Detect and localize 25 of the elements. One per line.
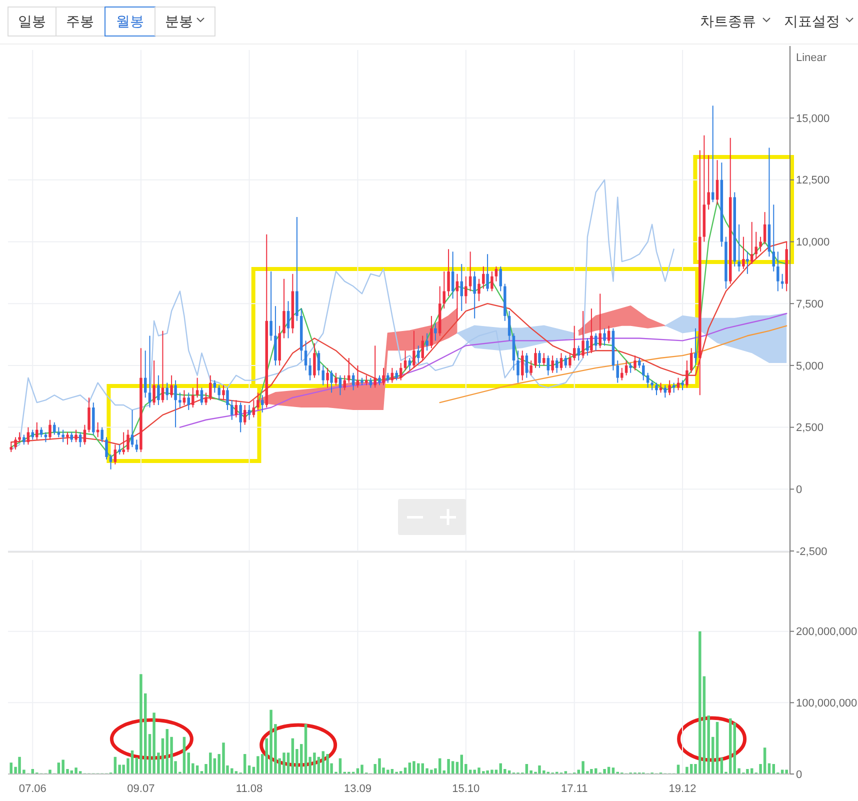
y-tick-label: 5,000 xyxy=(796,360,824,372)
x-tick-label: 11.08 xyxy=(236,783,263,795)
x-tick-label: 07.06 xyxy=(18,783,46,795)
text: 차트종류 xyxy=(700,13,756,29)
y-tick-label: 100,000,000 xyxy=(796,698,858,710)
y-tick-label: 2,500 xyxy=(796,422,824,434)
text: 월봉 xyxy=(116,13,144,29)
text: Linear xyxy=(796,52,827,64)
text: 주봉 xyxy=(66,13,94,29)
text: 지표설정 xyxy=(784,13,840,29)
x-tick-label: 19.12 xyxy=(668,783,696,795)
y-tick-label: -2,500 xyxy=(796,546,828,558)
y-tick-label: 0 xyxy=(796,768,802,781)
x-tick-label: 15.10 xyxy=(452,783,480,795)
y-tick-label: 12,500 xyxy=(796,174,830,187)
y-tick-label: 0 xyxy=(796,484,802,496)
y-tick-label: 200,000,000 xyxy=(796,626,858,638)
y-tick-label: 7,500 xyxy=(796,298,824,310)
x-tick-label: 09.07 xyxy=(127,783,155,795)
y-tick-label: 10,000 xyxy=(796,236,830,249)
text: 일봉 xyxy=(18,13,46,29)
x-tick-label: 13.09 xyxy=(344,783,372,795)
text: 분봉 xyxy=(165,13,193,29)
x-tick-label: 17.11 xyxy=(561,783,588,795)
y-tick-label: 15,000 xyxy=(796,112,830,125)
